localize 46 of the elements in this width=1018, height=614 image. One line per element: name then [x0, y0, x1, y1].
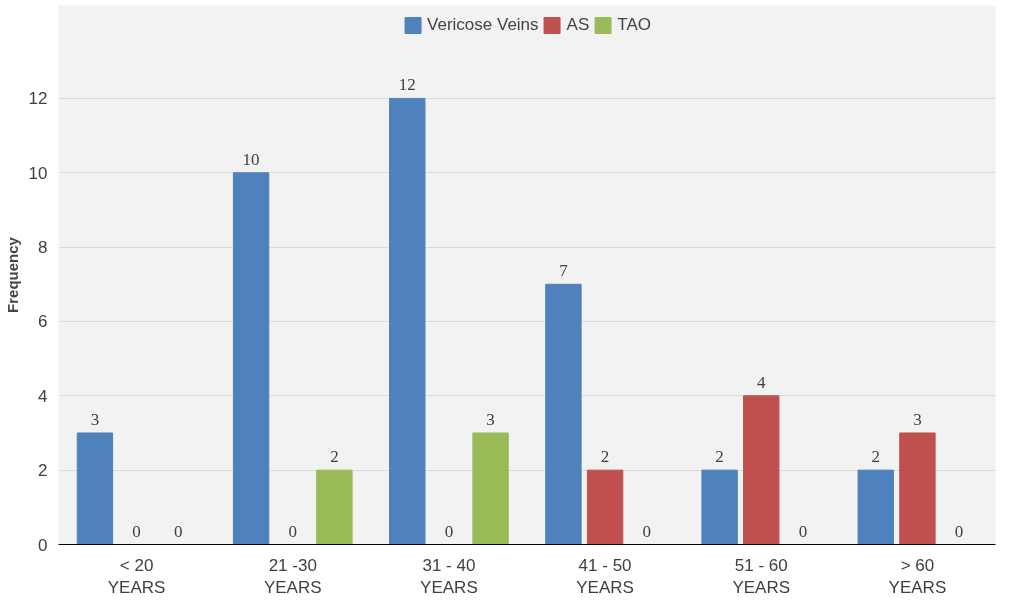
bar [472, 432, 509, 545]
y-axis-title: Frequency [3, 236, 21, 313]
data-label: 3 [90, 409, 100, 429]
x-tick-label: 41 - 50 YEARS [576, 555, 634, 598]
data-label: 4 [757, 372, 766, 392]
bar [586, 469, 624, 545]
legend-label: AS [566, 15, 590, 35]
legend-label: Vericose Veins [427, 15, 539, 35]
y-tick-label: 2 [38, 461, 48, 481]
bar [743, 395, 780, 545]
y-tick-label: 6 [38, 312, 48, 332]
x-tick-label: 31 - 40 YEARS [420, 555, 478, 598]
data-label: 2 [600, 447, 610, 467]
data-label: 3 [486, 409, 495, 429]
bar [316, 469, 353, 545]
data-label: 0 [642, 521, 651, 541]
data-label: 0 [444, 521, 454, 541]
y-tick-label: 0 [38, 535, 48, 555]
bar [701, 469, 738, 545]
x-tick-label: 51 - 60 YEARS [732, 555, 791, 598]
data-label: 0 [132, 521, 141, 541]
data-label: 2 [871, 447, 881, 467]
legend-label: TAO [617, 15, 651, 35]
bar [389, 97, 426, 545]
data-label: 2 [715, 447, 724, 467]
data-label: 0 [173, 521, 183, 541]
x-tick-label: < 20 YEARS [107, 555, 166, 598]
data-label: 7 [559, 261, 569, 281]
data-label: 0 [798, 521, 808, 541]
bar [232, 172, 270, 545]
data-label: 3 [913, 409, 922, 429]
y-tick-label: 8 [38, 238, 48, 258]
data-label: 2 [330, 447, 339, 467]
x-tick-label: > 60 YEARS [888, 555, 947, 598]
x-tick-label: 21 -30 YEARS [263, 555, 322, 598]
data-label: 12 [398, 75, 416, 95]
y-tick-label: 12 [28, 89, 48, 109]
bar [545, 283, 582, 545]
bar [76, 432, 114, 545]
data-label: 0 [288, 521, 297, 541]
data-label: 0 [954, 521, 964, 541]
data-label: 10 [242, 149, 260, 169]
bar [899, 432, 936, 545]
bar [857, 469, 894, 545]
y-tick-label: 10 [28, 163, 48, 183]
y-tick-label: 4 [38, 386, 48, 406]
